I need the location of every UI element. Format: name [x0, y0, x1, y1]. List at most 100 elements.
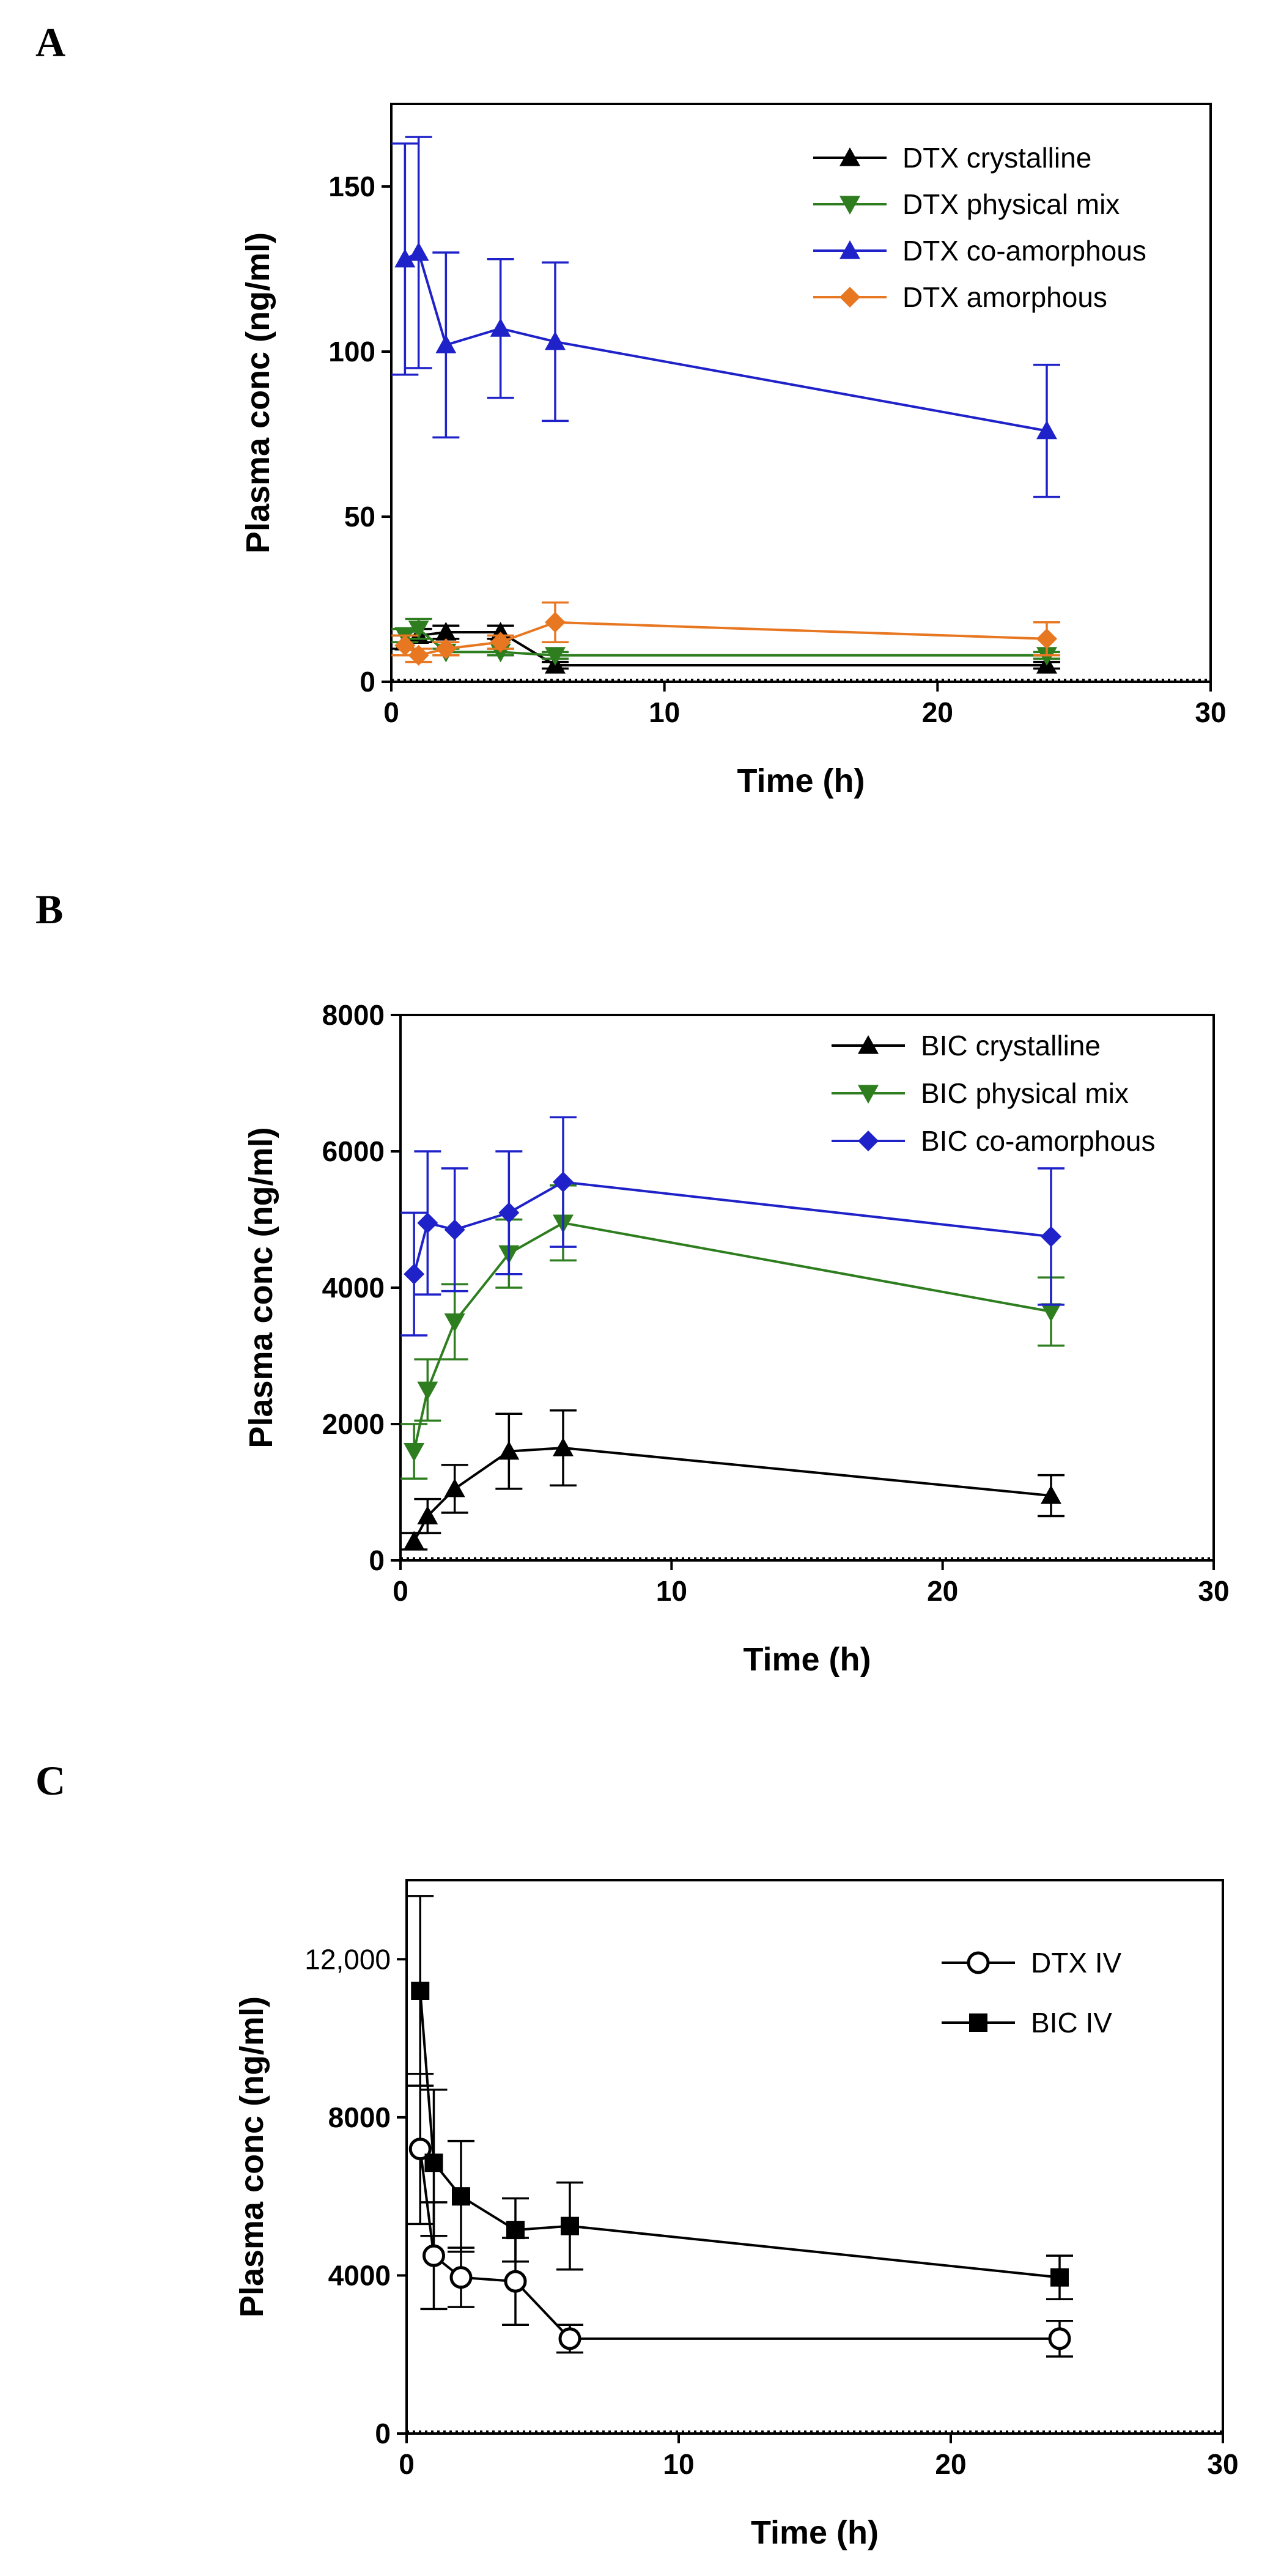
legend-label: DTX amorphous — [902, 281, 1107, 313]
data-point — [490, 632, 511, 653]
legend-marker — [839, 287, 860, 308]
x-tick-label: 20 — [922, 696, 953, 728]
data-point — [444, 1313, 465, 1332]
x-tick-label: 10 — [656, 1575, 687, 1607]
y-tick-label: 0 — [369, 1544, 385, 1576]
y-tick-label: 150 — [328, 171, 375, 202]
y-tick-label: 4000 — [328, 2259, 391, 2291]
legend: DTX IV BIC IV — [942, 1947, 1122, 2039]
legend-item: DTX physical mix — [813, 188, 1120, 220]
data-point — [411, 1982, 430, 2000]
legend: DTX crystalline DTX physical mix DTX co-am… — [813, 142, 1146, 313]
data-point — [561, 2216, 579, 2235]
series-line — [413, 1181, 1052, 1275]
series-dtx-co-amorphous — [391, 136, 1060, 498]
legend-marker — [969, 2013, 987, 2032]
data-point — [394, 635, 416, 656]
data-point — [553, 1172, 574, 1193]
legend-item: BIC physical mix — [832, 1077, 1129, 1109]
legend-item: BIC IV — [942, 2007, 1112, 2039]
data-point — [504, 2270, 527, 2293]
data-point — [1050, 2268, 1069, 2287]
y-axis-title: Plasma conc (ng/ml) — [234, 1996, 270, 2317]
data-point — [408, 644, 429, 666]
y-tick-label: 0 — [360, 666, 375, 698]
x-tick-label: 10 — [663, 2448, 694, 2480]
y-tick-label: 8000 — [322, 999, 385, 1031]
panel-letter: A — [35, 19, 65, 65]
data-point — [498, 1441, 520, 1460]
panel-letter: C — [35, 1757, 65, 1804]
y-tick-label: 50 — [344, 501, 375, 533]
data-point — [1048, 2327, 1071, 2350]
x-tick-label: 30 — [1207, 2448, 1238, 2480]
data-point — [424, 2153, 443, 2172]
data-point — [545, 331, 566, 350]
series-dtx-amorphous — [391, 601, 1060, 666]
legend-label: BIC crystalline — [921, 1030, 1101, 1061]
series-line — [419, 1990, 1060, 2279]
data-point — [444, 1219, 465, 1241]
legend-label: BIC physical mix — [921, 1077, 1129, 1109]
data-point — [404, 1530, 425, 1550]
x-tick-label: 30 — [1195, 696, 1226, 728]
x-tick-label: 20 — [935, 2448, 966, 2480]
y-tick-label: 2000 — [322, 1408, 385, 1440]
legend-marker — [839, 240, 860, 259]
legend-marker — [858, 1035, 879, 1054]
data-point — [1041, 1485, 1061, 1504]
legend-label: DTX crystalline — [902, 142, 1091, 174]
legend-label: DTX physical mix — [902, 188, 1120, 220]
data-point — [394, 248, 416, 268]
y-axis-title: Plasma conc (ng/ml) — [243, 1127, 279, 1448]
series-bic-crystalline — [400, 1409, 1064, 1551]
legend-item: DTX IV — [942, 1947, 1122, 1979]
series-bic-iv — [407, 1895, 1073, 2300]
legend-label: BIC co-amorphous — [921, 1125, 1156, 1157]
y-tick-label: 6000 — [322, 1135, 385, 1167]
legend-marker — [839, 147, 860, 166]
data-point — [417, 1212, 438, 1234]
y-axis-title: Plasma conc (ng/ml) — [240, 232, 276, 553]
y-tick-label: 100 — [328, 336, 375, 367]
data-point — [408, 621, 429, 640]
data-point — [417, 1505, 438, 1525]
y-tick-label: 8000 — [328, 2102, 391, 2133]
data-point — [558, 2327, 581, 2350]
data-point — [506, 2221, 525, 2240]
series-line — [413, 1221, 1052, 1452]
legend-label: DTX co-amorphous — [902, 235, 1146, 267]
chart-panel-c: C 0 10 20 30 0 4000 8000 12,000 Time (h) Plasma co… — [35, 1757, 1239, 2551]
legend-item: DTX co-amorphous — [813, 235, 1146, 267]
legend-item: DTX amorphous — [813, 281, 1107, 313]
panel-letter: B — [35, 886, 63, 932]
data-point — [490, 318, 511, 337]
x-tick-label: 20 — [927, 1575, 958, 1607]
data-point — [1041, 1226, 1061, 1247]
y-tick-label: 12,000 — [304, 1943, 391, 1975]
legend-item: DTX crystalline — [813, 142, 1091, 174]
data-point — [1036, 628, 1057, 649]
data-point — [452, 2187, 470, 2206]
data-point — [449, 2266, 473, 2289]
x-axis-title: Time (h) — [743, 1641, 871, 1678]
plot-frame — [405, 1879, 1224, 2435]
series-dtx-iv — [407, 2073, 1073, 2358]
x-tick-label: 0 — [393, 1575, 408, 1607]
x-axis-title: Time (h) — [751, 2514, 879, 2551]
legend-marker — [858, 1085, 879, 1104]
data-point — [435, 622, 457, 641]
data-point — [1041, 1303, 1061, 1323]
data-point — [408, 242, 429, 261]
series-bic-physical-mix — [400, 1184, 1064, 1480]
data-point — [545, 611, 566, 633]
legend-label: BIC IV — [1031, 2007, 1112, 2039]
x-tick-label: 0 — [399, 2448, 415, 2480]
legend-item: BIC co-amorphous — [832, 1125, 1156, 1157]
x-axis-title: Time (h) — [737, 762, 865, 799]
y-tick-label: 4000 — [322, 1272, 385, 1304]
x-tick-label: 30 — [1198, 1575, 1229, 1607]
data-point — [404, 1443, 425, 1462]
chart-panel-a: A 0 10 20 30 0 50 100 150 Time (h) Plasma conc (ng… — [35, 19, 1227, 799]
